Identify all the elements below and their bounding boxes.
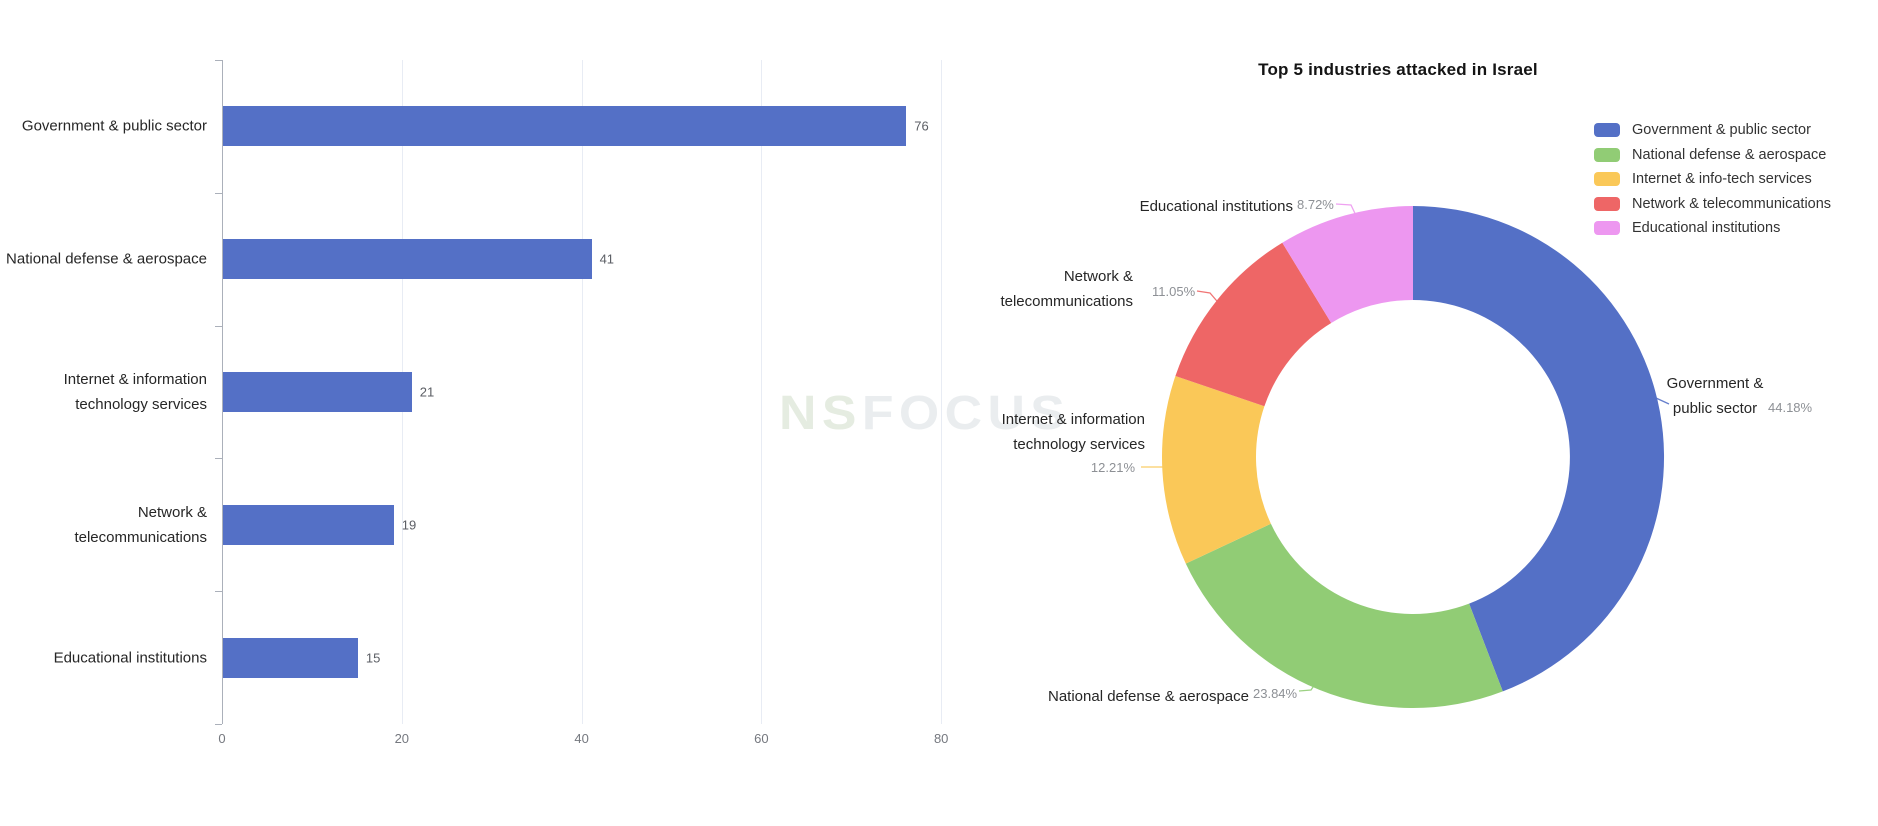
x-axis-tick-label-0: 0 (218, 731, 226, 746)
bar-category-label-network-telecommunications: Network & telecommunications (74, 503, 207, 546)
bar-national-defense-aerospace (223, 239, 592, 280)
y-axis-tick (215, 591, 222, 593)
y-axis-tick (215, 325, 222, 327)
bar-category-label-government-public-sector: Government & public sector (21, 117, 207, 135)
legend-swatch-icon (1594, 196, 1620, 211)
legend-item-network-telecommunications[interactable]: Network & telecommunications (1594, 196, 1864, 212)
legend-swatch-icon (1594, 147, 1620, 162)
x-axis-tick-label-20: 20 (394, 731, 410, 746)
bar-government-public-sector (223, 106, 907, 147)
legend-item-national-defense-aerospace[interactable]: National defense & aerospace (1594, 147, 1864, 163)
leader-line-national-defense-aerospace (1298, 671, 1324, 692)
legend-label: National defense & aerospace (1632, 146, 1827, 163)
legend-label: Internet & info-tech services (1632, 171, 1812, 187)
bar-category-label-internet-information-technology-services: Internet & information technology service… (63, 371, 207, 413)
nsfocus-watermark: NSFOCUS (779, 386, 1070, 441)
y-axis-tick (215, 192, 222, 194)
leader-line-network-telecommunications (1196, 290, 1223, 308)
pie-slice-government-public-sector (1413, 206, 1665, 692)
x-axis-tick-label-80: 80 (933, 731, 949, 746)
legend-item-educational-institutions[interactable]: Educational institutions (1594, 220, 1864, 236)
legend-swatch-icon (1594, 172, 1620, 186)
x-axis-tick-label-40: 40 (574, 731, 589, 746)
bar-category-label-national-defense-aerospace: National defense & aerospace (6, 250, 207, 268)
leader-line-educational-institutions (1335, 203, 1361, 225)
gridline-60 (761, 60, 763, 724)
legend-swatch-icon (1594, 221, 1620, 235)
pie-slice-educational-institutions (1282, 206, 1413, 323)
pie-percent-internet-information-technology-services: 12.21% (1090, 460, 1135, 475)
legend-item-internet-info-tech-services[interactable]: Internet & info-tech services (1594, 171, 1864, 187)
bar-value-label: 15 (365, 650, 381, 666)
y-axis-line (222, 60, 223, 724)
bar-category-label-educational-institutions: Educational institutions (53, 649, 207, 667)
legend-label: Government & public sector (1632, 122, 1811, 138)
pie-slice-national-defense-aerospace (1185, 523, 1503, 708)
x-axis-tick-label-60: 60 (754, 731, 769, 746)
pie-percent-government-public-sector: 44.18% (1768, 400, 1813, 415)
bar-educational-institutions (223, 637, 358, 678)
pie-label-internet-information-technology-services: Internet & information technology service… (1001, 411, 1145, 453)
pie-chart-title: Top 5 industries attacked in Israel (1258, 60, 1538, 79)
pie-label-government-public-sector: Government & public sector (1666, 375, 1764, 417)
bar-internet-information-technology-services (223, 372, 412, 412)
legend-label: Network & telecommunications (1632, 195, 1832, 212)
gridline-80 (941, 60, 943, 724)
bar-value-label: 19 (401, 517, 417, 533)
pie-percent-national-defense-aerospace: 23.84% (1253, 686, 1298, 701)
pie-label-national-defense-aerospace: National defense & aerospace (1048, 688, 1249, 705)
legend-swatch-icon (1594, 123, 1620, 137)
watermark-text-ns: NS (779, 387, 862, 440)
gridline-40 (581, 60, 583, 724)
pie-slice-internet-information-technology-services (1161, 376, 1271, 564)
bar-value-label: 41 (599, 251, 615, 267)
bar-value-label: 21 (419, 384, 435, 400)
y-axis-tick (215, 60, 222, 61)
y-axis-tick (215, 724, 222, 725)
legend-label: Educational institutions (1632, 220, 1781, 236)
bar-network-telecommunications (223, 504, 394, 545)
bar-value-label: 76 (914, 118, 929, 134)
y-axis-tick (215, 458, 222, 460)
pie-percent-educational-institutions: 8.72% (1297, 197, 1334, 212)
pie-percent-network-telecommunications: 11.05% (1152, 284, 1196, 299)
legend-item-government-public-sector[interactable]: Government & public sector (1594, 122, 1864, 138)
pie-slice-network-telecommunications (1175, 242, 1332, 407)
watermark-text-focus: FOCUS (861, 387, 1071, 440)
pie-label-educational-institutions: Educational institutions (1139, 198, 1293, 215)
pie-label-network-telecommunications: Network & telecommunications (1000, 268, 1133, 310)
